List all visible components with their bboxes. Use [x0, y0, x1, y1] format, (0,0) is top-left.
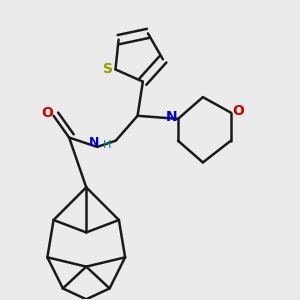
Text: N: N: [165, 110, 177, 124]
Text: N: N: [89, 136, 99, 149]
Text: S: S: [103, 62, 113, 76]
Text: H: H: [103, 140, 111, 150]
Text: O: O: [41, 106, 53, 120]
Text: O: O: [232, 104, 244, 118]
